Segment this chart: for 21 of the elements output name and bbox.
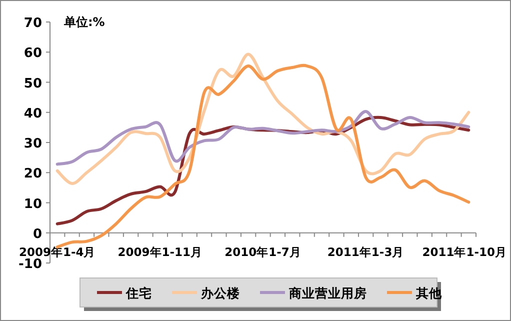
y-tick-label: 60	[24, 46, 42, 62]
y-tick-label: 70	[24, 16, 42, 31]
y-tick-label: 40	[24, 106, 42, 122]
y-tick-label: 50	[24, 76, 42, 92]
y-tick-label: -10	[18, 257, 42, 272]
y-tick-label: 30	[24, 136, 42, 152]
legend-label: 住宅	[125, 286, 152, 300]
line-series	[56, 52, 470, 185]
line-series	[56, 110, 470, 166]
annotation: 单位:%	[63, 15, 105, 29]
legend-label: 其他	[415, 286, 443, 300]
y-tick-label: 10	[24, 196, 42, 212]
x-tick-label: 2011年1-10月	[422, 245, 507, 259]
legend-label: 办公楼	[200, 286, 241, 300]
x-tick-label: 2011年1-3月	[327, 245, 404, 259]
x-tick-label: 2009年1-11月	[118, 245, 203, 259]
y-tick-label: 20	[24, 166, 42, 182]
y-tick-label: 0	[32, 226, 42, 242]
legend-label: 商业营业用房	[288, 286, 367, 300]
x-tick-label: 2010年1-7月	[224, 245, 302, 259]
x-tick-label: 2009年1-4月	[18, 245, 96, 259]
